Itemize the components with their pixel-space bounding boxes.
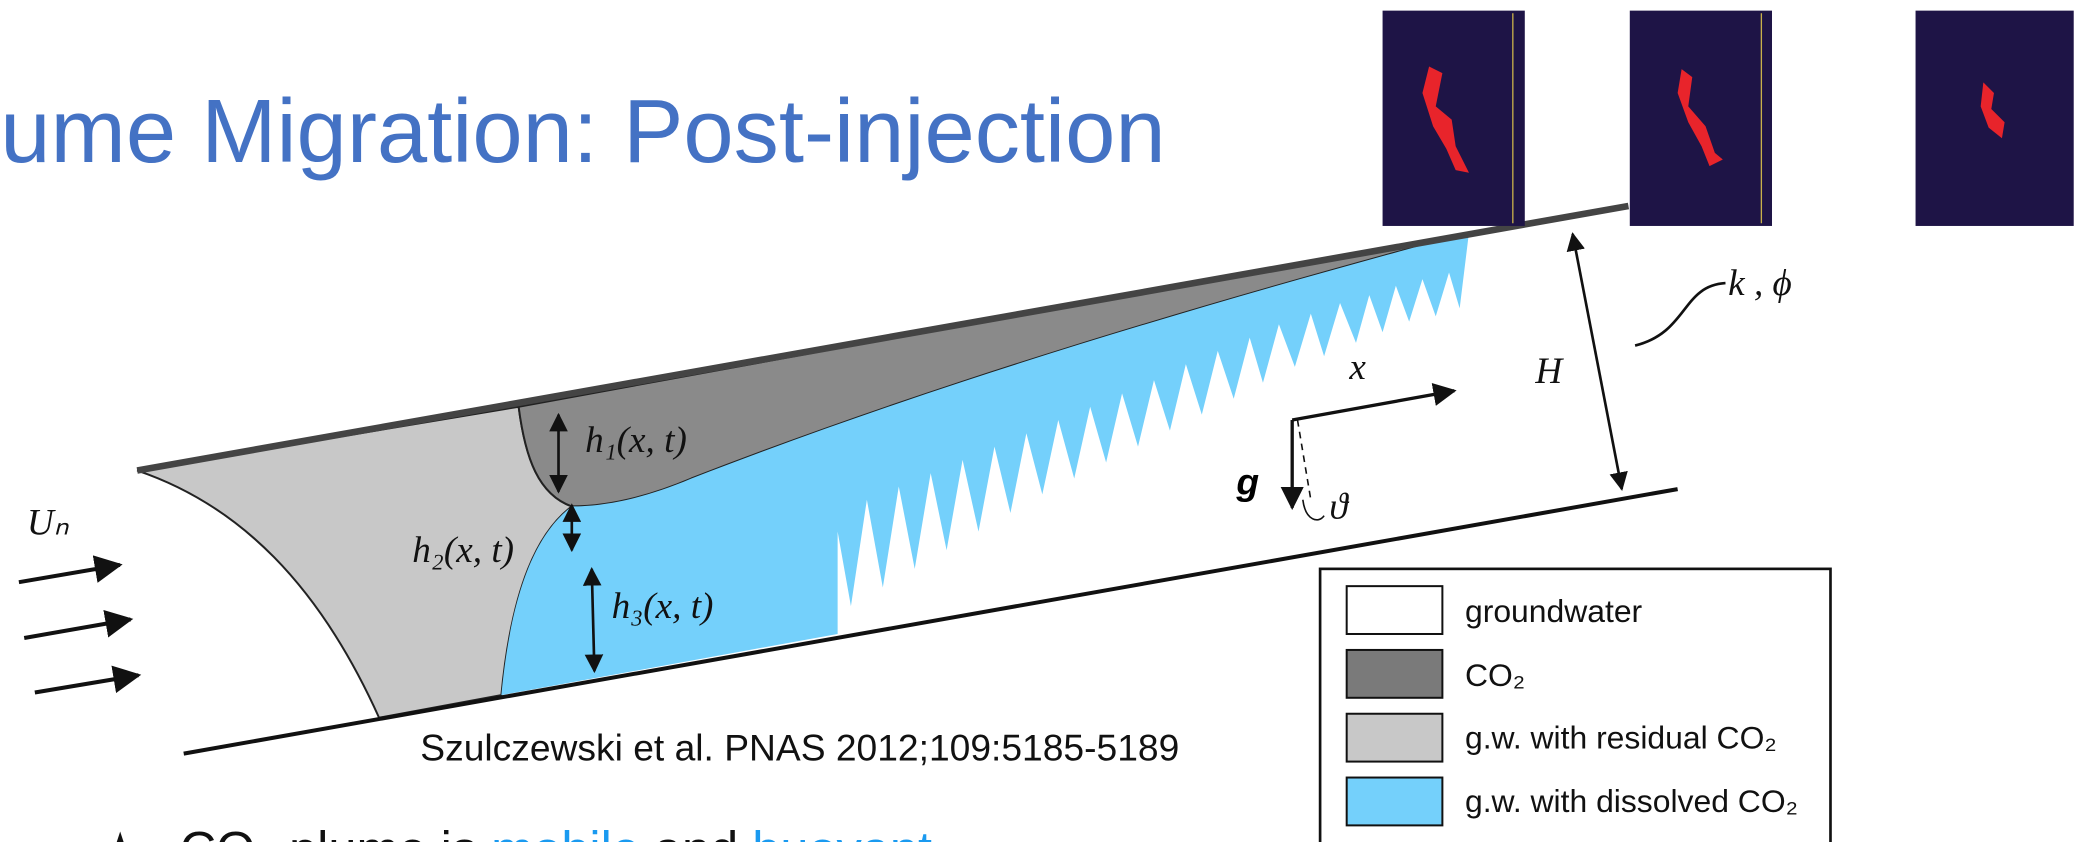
x-label: x: [1348, 347, 1366, 388]
x-axis-arrow: [1292, 391, 1454, 420]
flow-arrow: [35, 675, 139, 692]
flow-label: Uₙ: [27, 502, 70, 543]
bullet-part: and: [640, 821, 752, 842]
g-label: g: [1235, 460, 1259, 502]
bullet-marker: ★: [100, 823, 141, 842]
legend-swatch: [1347, 586, 1443, 634]
legend-label: CO₂: [1465, 657, 1525, 693]
citation: Szulczewski et al. PNAS 2012;109:5185-51…: [420, 726, 1179, 768]
slide-title: ume Migration: Post-injection: [0, 81, 1165, 182]
slide: ume Migration: Post-injection h₁(x, t) h…: [0, 0, 2074, 842]
h3-label: h₃(x, t): [612, 586, 714, 627]
flow-arrow: [19, 565, 120, 582]
legend-swatch: [1347, 778, 1443, 826]
legend-swatch: [1347, 650, 1443, 698]
thumbnail: [1383, 11, 1525, 226]
h2-label: h₂(x, t): [412, 530, 514, 571]
legend: groundwater CO₂ g.w. with residual CO₂ g…: [1320, 569, 1830, 842]
thickness-label: H: [1534, 351, 1564, 392]
thumbnail: [1630, 11, 1772, 226]
legend-swatch: [1347, 714, 1443, 762]
properties-label: k , ϕ: [1728, 263, 1792, 304]
flow-arrow: [24, 619, 130, 638]
thumbnail: [1916, 11, 2074, 226]
thickness-arrow: [1573, 234, 1622, 489]
bullet-text: CO₂ plume is mobile and buoyant: [180, 821, 932, 842]
legend-label: g.w. with dissolved CO₂: [1465, 783, 1798, 819]
legend-label: groundwater: [1465, 593, 1643, 629]
bullet-highlight: buoyant: [752, 821, 932, 842]
angle-arc: [1303, 500, 1324, 520]
h1-label: h₁(x, t): [585, 420, 687, 461]
page: ume Migration: Post-injection h₁(x, t) h…: [0, 0, 2074, 842]
bullet-part: CO₂ plume is: [180, 821, 491, 842]
normal-line: [1298, 420, 1311, 500]
legend-label: g.w. with residual CO₂: [1465, 719, 1777, 755]
bullet-highlight: mobile: [491, 821, 640, 842]
properties-pointer: [1635, 283, 1725, 345]
angle-label: ϑ: [1329, 486, 1349, 527]
